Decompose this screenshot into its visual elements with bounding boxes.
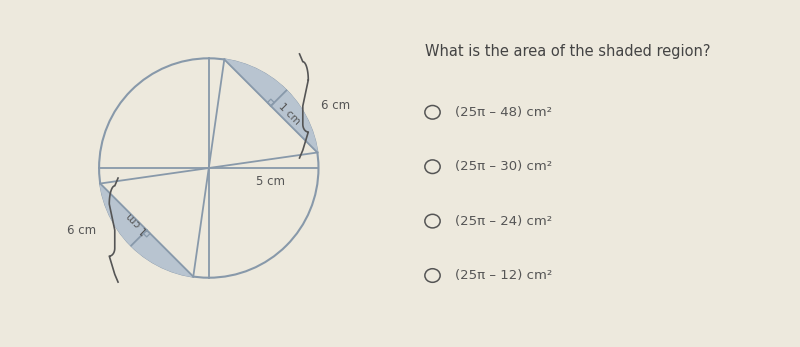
Text: (25π – 48) cm²: (25π – 48) cm² — [455, 106, 553, 119]
Text: 5 cm: 5 cm — [256, 175, 285, 188]
Polygon shape — [100, 184, 194, 277]
Text: 1 cm: 1 cm — [125, 210, 150, 236]
Text: 6 cm: 6 cm — [67, 223, 96, 237]
Text: (25π – 24) cm²: (25π – 24) cm² — [455, 214, 553, 228]
Text: 6 cm: 6 cm — [322, 100, 350, 112]
Text: (25π – 12) cm²: (25π – 12) cm² — [455, 269, 553, 282]
Text: What is the area of the shaded region?: What is the area of the shaded region? — [425, 44, 710, 59]
Polygon shape — [224, 59, 318, 152]
Text: (25π – 30) cm²: (25π – 30) cm² — [455, 160, 553, 173]
Text: 1 cm: 1 cm — [277, 101, 302, 127]
